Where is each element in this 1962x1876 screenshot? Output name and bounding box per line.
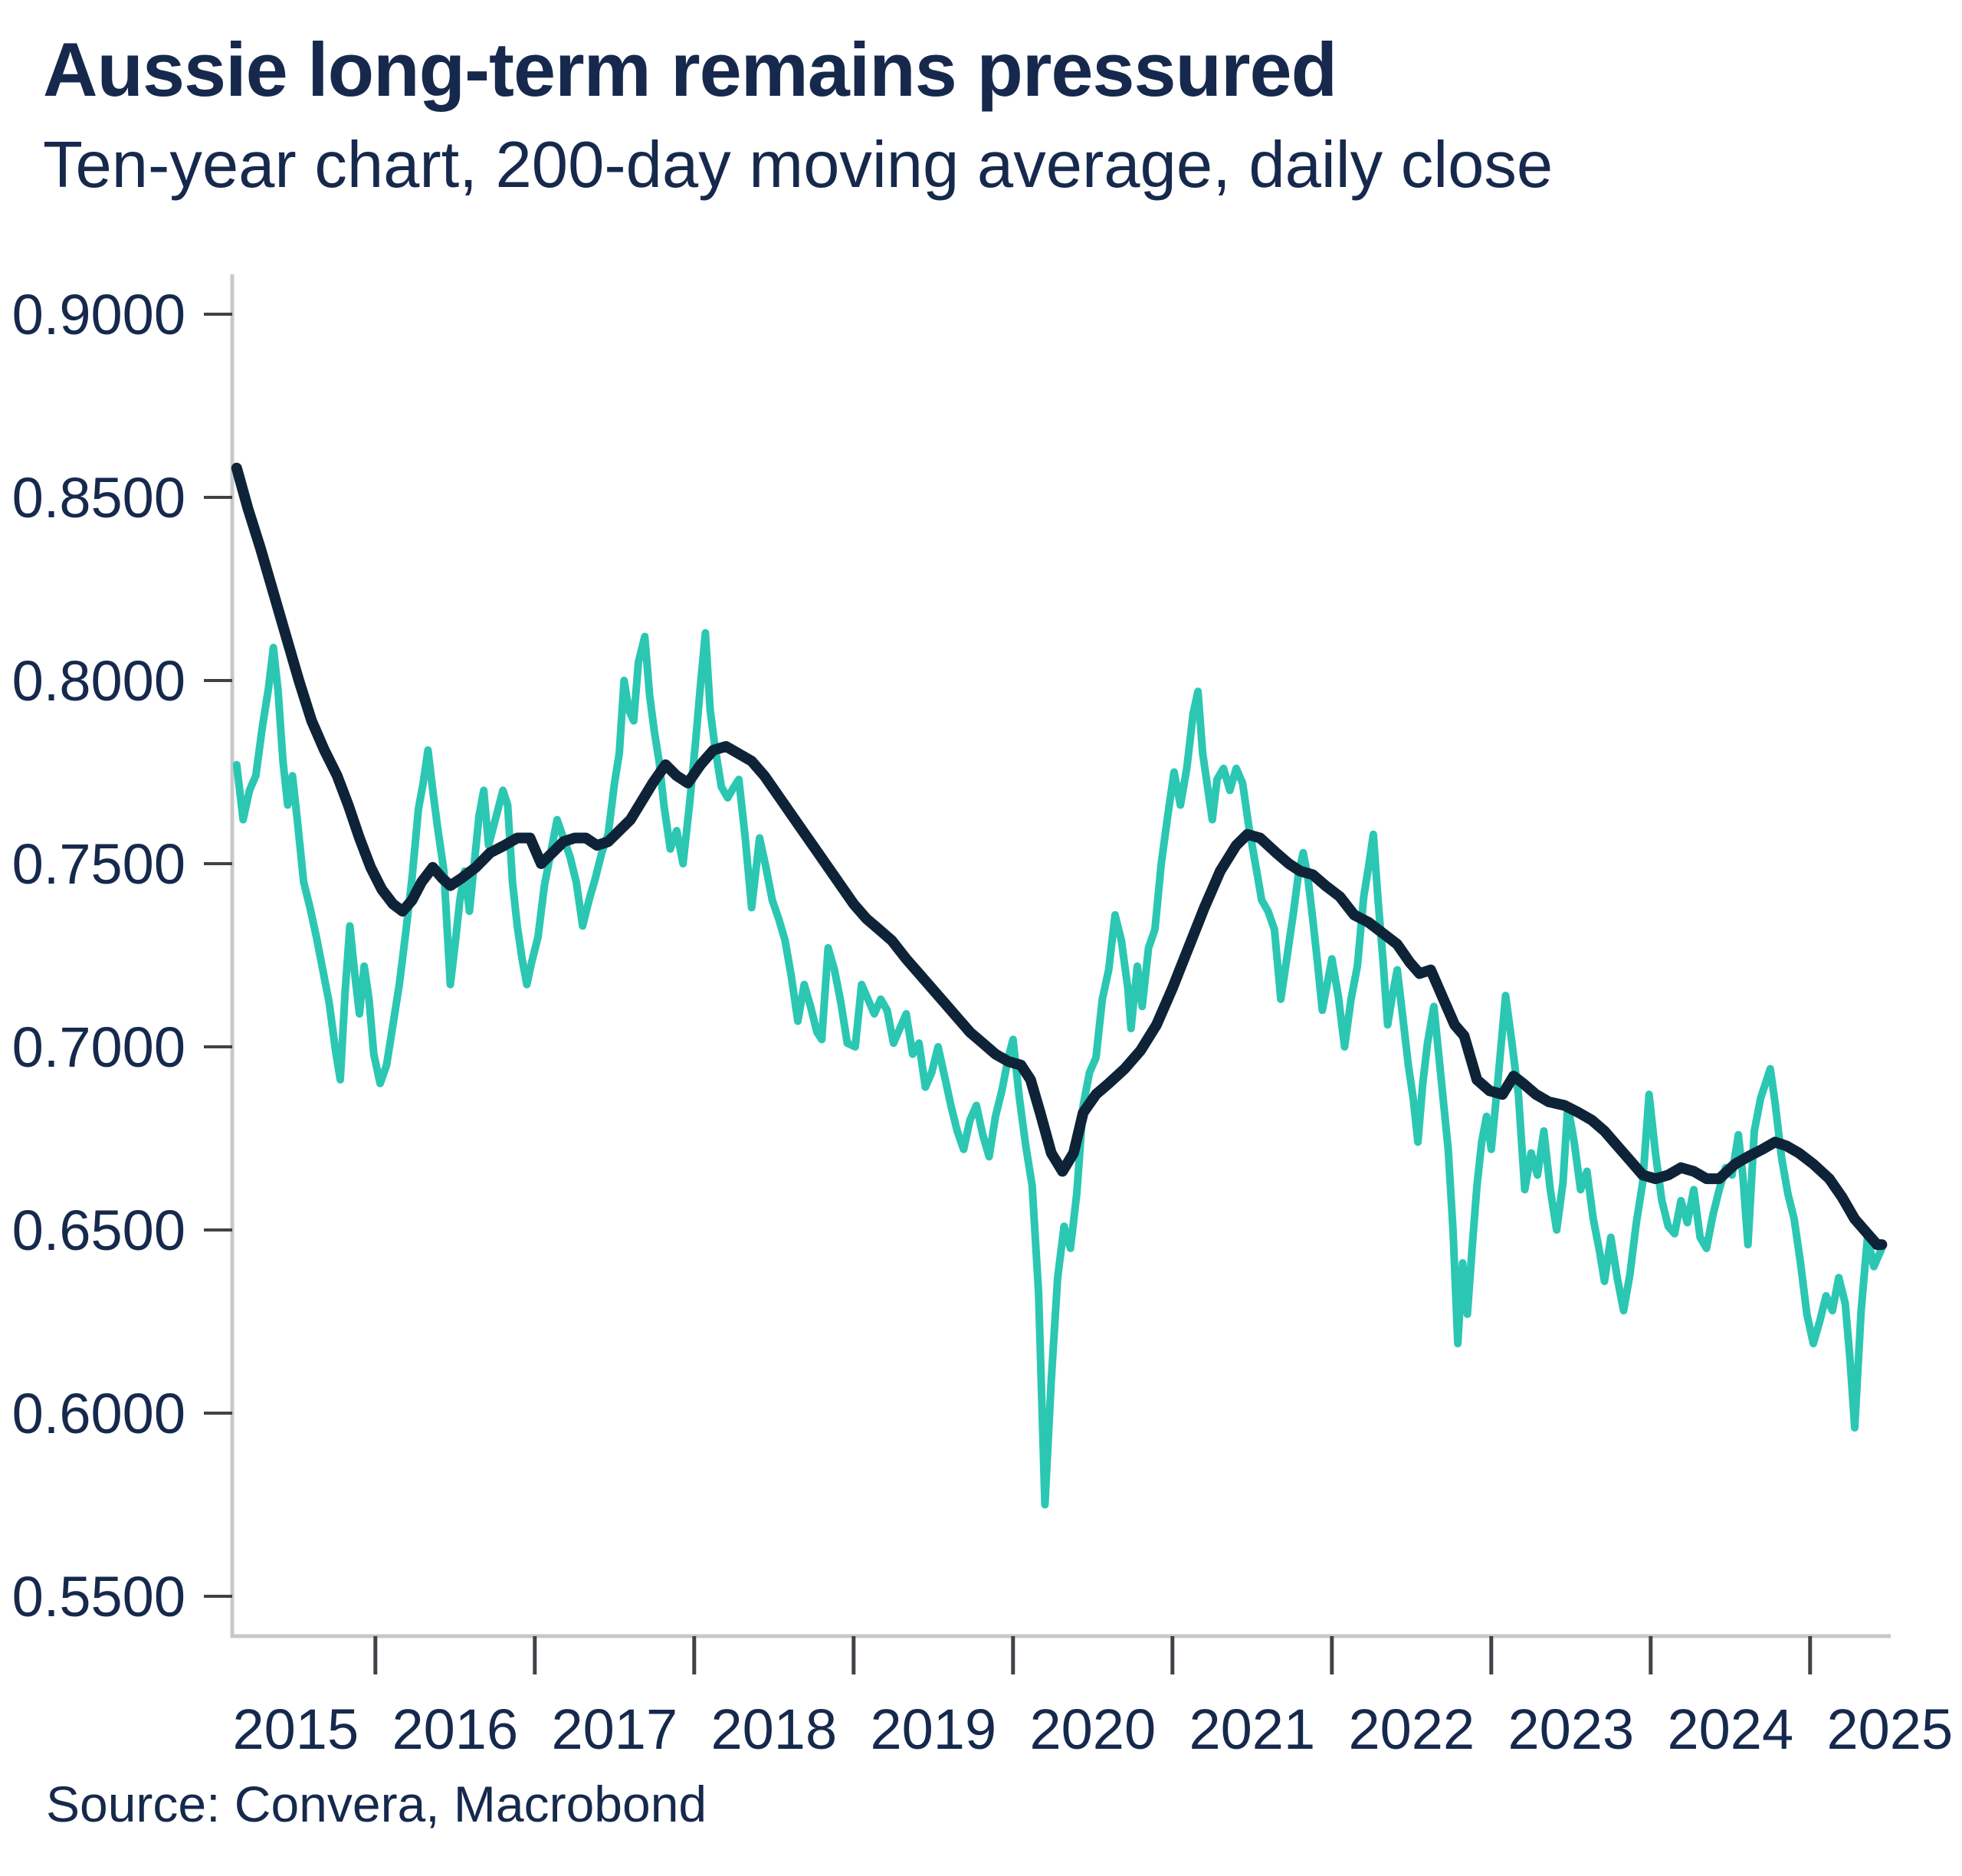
- page-title: Aussie long-term remains pressured: [43, 27, 1337, 112]
- y-tick-label: 0.6500: [12, 1199, 185, 1262]
- y-tick-label: 0.7500: [12, 832, 185, 896]
- y-tick-label: 0.5500: [12, 1565, 185, 1628]
- chart-subtitle: Ten-year chart, 200-day moving average, …: [43, 128, 1554, 202]
- daily-close-line: [232, 628, 1886, 1509]
- x-tick-label: 2019: [870, 1697, 996, 1761]
- x-tick-label: 2018: [710, 1697, 837, 1761]
- x-tick-label: 2023: [1508, 1697, 1634, 1761]
- x-tick-label: 2025: [1826, 1697, 1953, 1761]
- axes: [230, 274, 1891, 1638]
- y-tick-label: 0.8500: [12, 466, 185, 530]
- x-tick-label: 2015: [232, 1697, 359, 1761]
- y-tick-label: 0.8000: [12, 649, 185, 713]
- source-label: Source: Convera, Macrobond: [46, 1776, 707, 1832]
- axis-line: [230, 274, 1891, 1638]
- moving-average-line: [231, 462, 1888, 1251]
- y-tick-label: 0.6000: [12, 1382, 185, 1445]
- x-tick-label: 2017: [551, 1697, 678, 1761]
- y-axis-ticks: 0.9000 0.8500 0.8000 0.7500 0.7000 0.6500 0.60…: [12, 283, 232, 1628]
- x-tick-label: 2020: [1029, 1697, 1156, 1761]
- y-tick-label: 0.9000: [12, 283, 185, 346]
- x-tick-label: 2024: [1667, 1697, 1793, 1761]
- x-axis-ticks: 2015 2016 2017 2018 2019 2020 2021 2022 2023 2024…: [232, 1636, 1953, 1761]
- x-tick-label: 2016: [392, 1697, 518, 1761]
- y-tick-label: 0.7000: [12, 1015, 185, 1079]
- x-tick-label: 2021: [1189, 1697, 1315, 1761]
- x-tick-label: 2022: [1348, 1697, 1475, 1761]
- chart-header: Aussie long-term remains pressured Ten-y…: [43, 27, 1931, 202]
